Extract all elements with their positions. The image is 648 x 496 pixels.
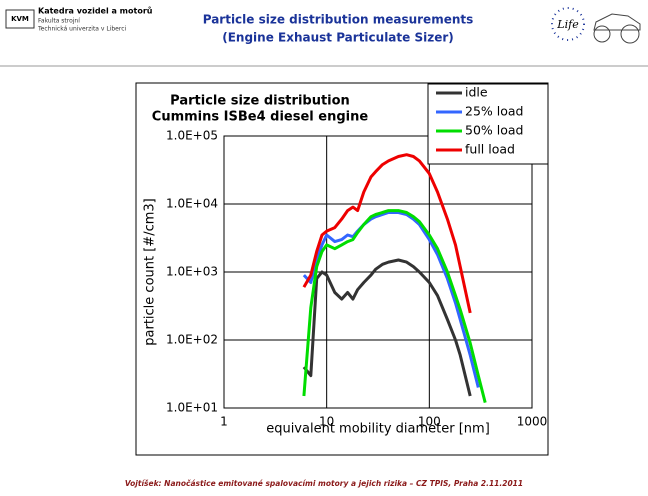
university: Technická univerzita v Liberci [37, 26, 126, 33]
chart-subtitle: Cummins ISBe4 diesel engine [152, 110, 369, 125]
life-logo: Life [556, 18, 579, 31]
y-tick-label: 1.0E+02 [166, 333, 218, 347]
legend-label: 50% load [465, 123, 523, 138]
y-tick-label: 1.0E+04 [166, 197, 218, 211]
legend-label: 25% load [465, 104, 523, 119]
car-icon [593, 13, 641, 44]
slide-title: Particle size distribution measurements [203, 13, 474, 27]
legend-label: full load [465, 142, 515, 157]
logo-box [5, 9, 35, 29]
x-tick-label: 1000 [517, 415, 548, 429]
x-tick-label: 100 [418, 415, 441, 429]
slide-subtitle: (Engine Exhaust Particulate Sizer) [222, 31, 454, 45]
y-tick-label: 1.0E+03 [166, 265, 218, 279]
faculty: Fakulta strojní [38, 18, 80, 25]
series-line [302, 209, 487, 403]
legend-label: idle [465, 85, 488, 100]
x-tick-label: 1 [220, 415, 228, 429]
footer: Vojtíšek: Nanočástice emitované spalovac… [125, 479, 523, 488]
x-axis-label: equivalent mobility diameter [nm] [266, 422, 490, 437]
plot: 1.0E+01 1.0E+02 1.0E+03 1.0E+04 1.0E+05 1 10 10… [166, 129, 547, 429]
y-axis-label: particle count [#/cm3] [143, 198, 158, 345]
y-tick-label: 1.0E+01 [166, 401, 218, 415]
series-line [302, 153, 472, 314]
y-tick-label: 1.0E+05 [166, 129, 218, 143]
legend [427, 83, 549, 165]
department: Katedra vozidel a motorů [38, 6, 153, 16]
series-line [302, 258, 472, 397]
life-stars [551, 7, 585, 41]
chart-title: Particle size distribution [170, 94, 350, 109]
legend-entries: idle 25% load 50% load full load [436, 85, 523, 157]
x-tick-label: 10 [319, 415, 334, 429]
logo: KVM [11, 15, 29, 23]
series-line [302, 211, 480, 388]
